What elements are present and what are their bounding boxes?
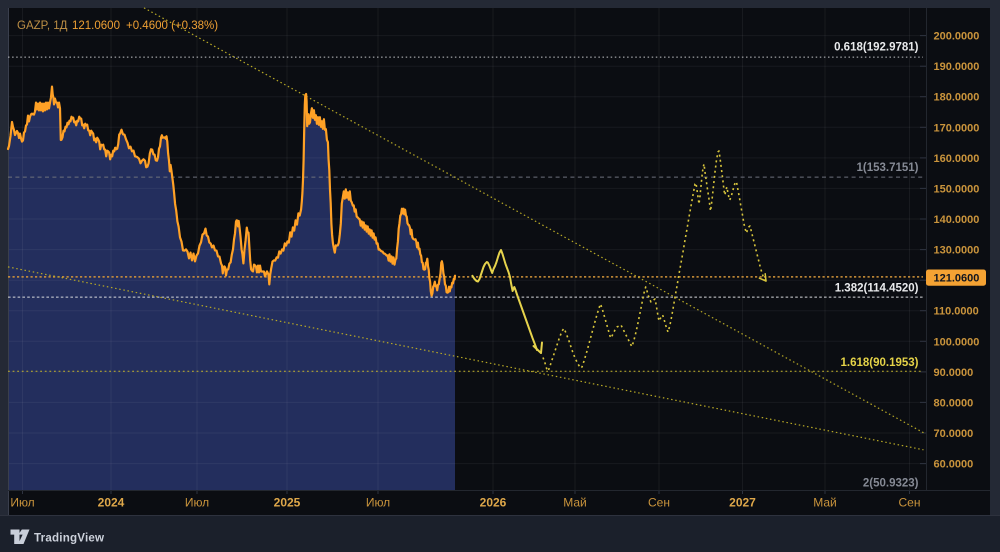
svg-text:GAZP, 1Д: GAZP, 1Д — [17, 20, 68, 32]
svg-text:Июл: Июл — [366, 496, 390, 510]
svg-text:TradingView: TradingView — [34, 532, 105, 545]
svg-text:2(50.9323): 2(50.9323) — [863, 477, 919, 489]
svg-text:200.0000: 200.0000 — [934, 31, 980, 43]
svg-text:2025: 2025 — [274, 496, 301, 510]
svg-text:1.382(114.4520): 1.382(114.4520) — [835, 283, 919, 295]
svg-text:170.0000: 170.0000 — [934, 122, 980, 134]
svg-text:2024: 2024 — [98, 496, 125, 510]
svg-text:150.0000: 150.0000 — [934, 183, 980, 195]
svg-text:0.618(192.9781): 0.618(192.9781) — [834, 42, 919, 54]
svg-text:Сен: Сен — [648, 496, 670, 510]
svg-text:60.0000: 60.0000 — [934, 459, 974, 471]
svg-text:Сен: Сен — [899, 496, 921, 510]
svg-text:110.0000: 110.0000 — [934, 306, 979, 318]
svg-text:180.0000: 180.0000 — [934, 92, 980, 104]
svg-text:Июл: Июл — [10, 496, 34, 510]
svg-text:160.0000: 160.0000 — [934, 153, 980, 165]
svg-text:190.0000: 190.0000 — [934, 61, 980, 73]
svg-text:1.618(90.1953): 1.618(90.1953) — [840, 357, 918, 369]
svg-text:121.0600: 121.0600 — [934, 273, 980, 285]
svg-text:2026: 2026 — [480, 496, 507, 510]
svg-text:+0.4600 (+0.38%): +0.4600 (+0.38%) — [126, 20, 218, 32]
svg-text:70.0000: 70.0000 — [934, 428, 974, 440]
svg-text:Май: Май — [813, 496, 837, 510]
svg-text:140.0000: 140.0000 — [934, 214, 980, 226]
svg-text:Май: Май — [563, 496, 587, 510]
svg-text:121.0600: 121.0600 — [72, 20, 120, 32]
svg-text:Июл: Июл — [185, 496, 209, 510]
svg-text:2027: 2027 — [729, 496, 756, 510]
svg-text:80.0000: 80.0000 — [934, 397, 974, 409]
svg-text:1(153.7151): 1(153.7151) — [856, 162, 918, 174]
svg-text:130.0000: 130.0000 — [934, 245, 980, 257]
svg-text:90.0000: 90.0000 — [934, 367, 974, 379]
svg-text:100.0000: 100.0000 — [934, 336, 980, 348]
